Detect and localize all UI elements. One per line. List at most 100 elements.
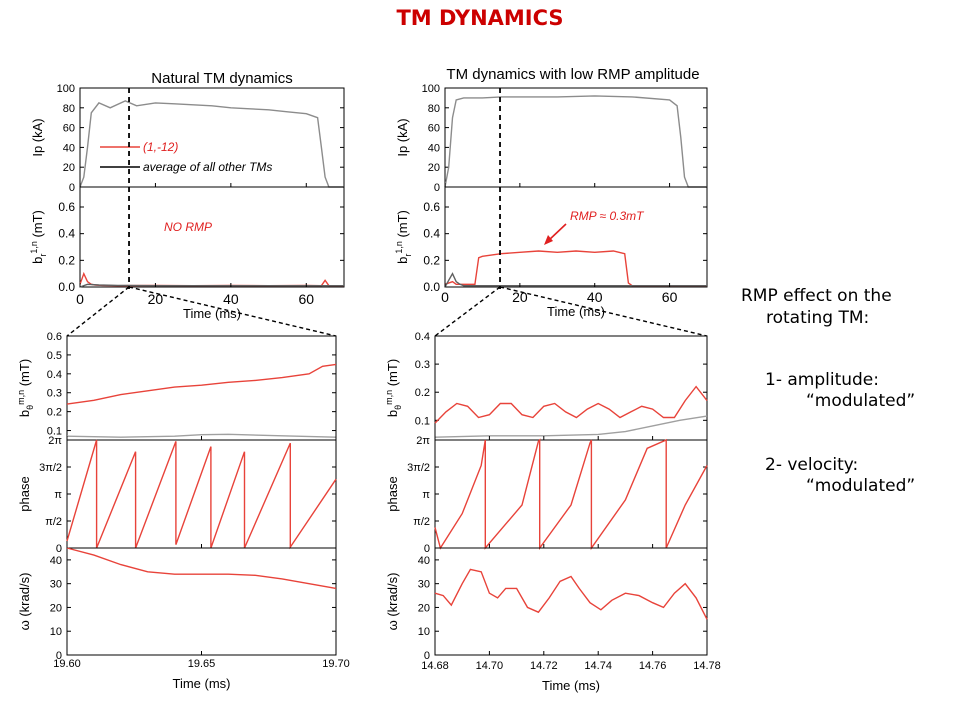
x-tick-label: 20: [148, 291, 164, 307]
y-tick-label: 0.3: [415, 359, 430, 371]
y-axis-label: br1,n (mT): [394, 210, 413, 264]
y-tick-label: 100: [57, 83, 75, 95]
y-tick-label: 80: [428, 103, 440, 115]
y-axis-label: bθm,n (mT): [384, 359, 403, 417]
x-tick-label: 19.65: [188, 658, 216, 670]
natural-zoom-panel-2: 0 10 20 30 40 ω (krad/s): [17, 547, 337, 662]
y-tick-label: 0: [434, 182, 440, 194]
x-tick-label: 14.78: [693, 660, 721, 672]
x-tick-label: 60: [662, 289, 678, 305]
y-tick-label: 60: [63, 123, 75, 135]
annotation-arrow: [547, 223, 567, 242]
annotation-rmp: RMP ≈ 0.3mT: [570, 209, 645, 223]
notes-item2-value: “modulated”: [806, 476, 916, 496]
natural-overview-series-0-0: [79, 100, 344, 188]
y-tick-label: 0.4: [47, 369, 62, 381]
natural-zoom-panel-1: 0 π/2 π 3π/2 2π phase: [17, 435, 337, 555]
rmp-overview-panel-0: 0 20 40 60 80 100 Ip (kA): [395, 83, 708, 194]
y-tick-label: 0: [69, 182, 75, 194]
y-tick-label: 0.2: [423, 253, 440, 267]
notes-item1-label: 1- amplitude:: [765, 370, 879, 390]
y-axis-label: phase: [385, 476, 400, 511]
notes-heading-line2: rotating TM:: [766, 308, 870, 328]
page-title: TM DYNAMICS: [396, 6, 564, 30]
y-tick-label: 0.0: [58, 280, 75, 294]
panel-frame: [66, 547, 337, 656]
y-tick-label: 40: [63, 142, 75, 154]
panel-frame: [66, 439, 337, 549]
natural-zoom-chart: 0.1 0.2 0.3 0.4 0.5 0.6 bθm,n (mT) 0 π/2 π 3π/2 2π p…: [16, 331, 350, 691]
x-tick-label: 14.68: [421, 660, 449, 672]
panel-frame: [66, 335, 337, 441]
natural-zoom-series-0-0: [66, 363, 337, 405]
natural-overview-panel-1: 0.0 0.2 0.4 0.6 br1,n (mT) NO RMP: [29, 186, 345, 294]
rmp-overview-series-1-0: [444, 250, 707, 287]
y-tick-label: 0: [424, 543, 430, 555]
x-axis-label: Time (ms): [183, 306, 241, 321]
y-tick-label: 0.6: [423, 200, 440, 214]
notes-heading-line1: RMP effect on the: [741, 286, 892, 306]
panel-frame: [434, 335, 708, 441]
y-tick-label: 2π: [416, 435, 430, 447]
y-tick-label: 30: [50, 579, 62, 591]
rmp-zoom-series-2-0: [434, 568, 708, 620]
y-tick-label: 10: [50, 626, 62, 638]
y-tick-label: 0: [56, 543, 62, 555]
x-tick-label: 19.70: [322, 658, 350, 670]
y-tick-label: 0.2: [47, 407, 62, 419]
rmp-overview-panel-1: 0.0 0.2 0.4 0.6 br1,n (mT) RMP ≈ 0.3mT: [394, 186, 708, 294]
y-axis-label: Ip (kA): [30, 118, 45, 156]
y-tick-label: 0.5: [47, 350, 62, 362]
y-axis-label: Ip (kA): [395, 118, 410, 156]
y-tick-label: 40: [428, 142, 440, 154]
natural-zoom-series-1-0: [66, 439, 337, 550]
natural-overview-panel-0: 0 20 40 60 80 100 Ip (kA) (1,-12) average of all…: [30, 83, 345, 194]
natural-zoom-series-2-0: [66, 547, 337, 590]
y-tick-label: 100: [422, 83, 440, 95]
y-axis-label: bθm,n (mT): [16, 359, 35, 417]
y-tick-label: 0: [56, 650, 62, 662]
panel-frame: [444, 87, 708, 188]
zoom-connectors: [66, 286, 708, 337]
panel-frame: [444, 186, 708, 288]
y-tick-label: π/2: [413, 516, 430, 528]
x-tick-label: 40: [587, 289, 603, 305]
rmp-overview-chart: TM dynamics with low RMP amplitude 0 20 40 6…: [394, 66, 708, 319]
y-tick-label: 20: [50, 602, 62, 614]
x-tick-label: 19.60: [53, 658, 81, 670]
rmp-zoom-series-0-0: [434, 385, 708, 424]
rmp-zoom-panel-0: 0.1 0.2 0.3 0.4 bθm,n (mT): [384, 331, 708, 441]
natural-overview-series-1-1: [79, 283, 344, 288]
y-tick-label: 60: [428, 123, 440, 135]
legend-label: average of all other TMs: [143, 160, 272, 174]
rmp-zoom-series-1-0: [434, 438, 708, 551]
y-tick-label: 80: [63, 103, 75, 115]
x-tick-label: 14.76: [639, 660, 667, 672]
y-tick-label: 0.0: [423, 280, 440, 294]
y-tick-label: 30: [418, 579, 430, 591]
x-tick-label: 20: [512, 289, 528, 305]
x-tick-label: 0: [76, 291, 84, 307]
y-tick-label: 0.4: [58, 227, 75, 241]
y-tick-label: 0.3: [47, 388, 62, 400]
y-tick-label: 0.6: [58, 200, 75, 214]
y-tick-label: 20: [428, 162, 440, 174]
rmp-zoom-panel-2: 0 10 20 30 40 ω (krad/s): [385, 547, 708, 662]
y-tick-label: 0.4: [423, 227, 440, 241]
y-tick-label: 40: [418, 555, 430, 567]
y-tick-label: 0.2: [415, 387, 430, 399]
notes-item1-value: “modulated”: [806, 391, 916, 411]
y-axis-label: ω (krad/s): [17, 573, 32, 631]
y-axis-label: br1,n (mT): [29, 210, 48, 264]
y-tick-label: π: [422, 489, 430, 501]
natural-overview-title: Natural TM dynamics: [151, 70, 292, 87]
natural-zoom-series-0-1: [66, 433, 337, 438]
y-tick-label: 0.1: [47, 426, 62, 438]
y-tick-label: 3π/2: [39, 462, 62, 474]
y-tick-label: 0.1: [415, 415, 430, 427]
y-tick-label: 3π/2: [407, 462, 430, 474]
y-tick-label: π: [54, 489, 62, 501]
zoom-connector: [128, 286, 337, 337]
